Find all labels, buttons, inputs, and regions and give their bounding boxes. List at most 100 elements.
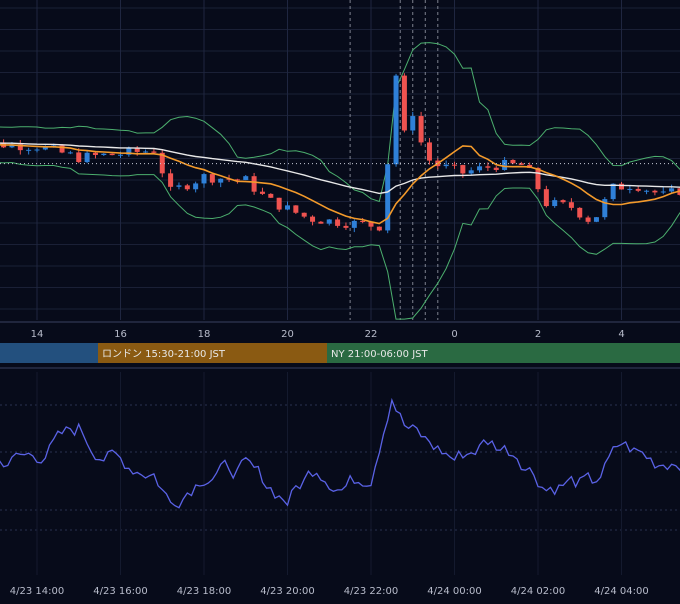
main-x-tick-label: 14 bbox=[31, 329, 44, 340]
main-x-tick-label: 4 bbox=[618, 329, 624, 340]
candle-body bbox=[101, 153, 107, 155]
candle-body bbox=[493, 167, 499, 170]
candle-body bbox=[84, 152, 90, 163]
candle-body bbox=[635, 188, 641, 191]
ma-fast-line bbox=[0, 144, 680, 225]
candle-body bbox=[134, 148, 140, 152]
candle-body bbox=[234, 179, 240, 181]
candle-body bbox=[184, 185, 190, 190]
ma-slow-line bbox=[0, 142, 680, 195]
candle-body bbox=[168, 173, 174, 187]
session-bar: ロンドン 15:30-21:00 JST NY 21:00-06:00 JST bbox=[0, 343, 680, 363]
session-block bbox=[98, 343, 327, 363]
candle-body bbox=[385, 164, 391, 231]
candle-body bbox=[193, 183, 199, 190]
candle-body bbox=[201, 174, 207, 184]
candle-body bbox=[284, 205, 291, 210]
candle-body bbox=[652, 190, 658, 193]
candle-body bbox=[602, 199, 608, 218]
candle-body bbox=[126, 148, 132, 155]
candle-body bbox=[560, 200, 566, 203]
candle-body bbox=[159, 152, 165, 174]
candle-body bbox=[535, 167, 541, 190]
candle-body bbox=[593, 217, 599, 222]
session-block bbox=[0, 343, 98, 363]
main-x-tick-label: 16 bbox=[114, 329, 127, 340]
candle-body bbox=[376, 226, 382, 231]
candle-body bbox=[34, 149, 40, 151]
bollinger-upper bbox=[0, 42, 680, 203]
candle-body bbox=[259, 191, 265, 194]
candle-body bbox=[117, 154, 124, 156]
candle-body bbox=[669, 188, 675, 192]
candle-body bbox=[318, 221, 324, 224]
session-label: NY 21:00-06:00 JST bbox=[331, 349, 428, 360]
candle-body bbox=[276, 197, 282, 210]
candle-body bbox=[268, 193, 274, 198]
candle-body bbox=[510, 159, 516, 164]
candle-body bbox=[518, 163, 524, 165]
main-x-tick-label: 18 bbox=[198, 329, 211, 340]
candle-body bbox=[502, 159, 508, 170]
candle-body bbox=[9, 144, 15, 148]
candle-body bbox=[618, 183, 625, 190]
candle-body bbox=[368, 222, 374, 227]
candle-body bbox=[176, 185, 182, 187]
candle-body bbox=[151, 151, 157, 153]
candle-body bbox=[485, 166, 491, 168]
candle-body bbox=[660, 191, 666, 193]
osc-x-tick-label: 4/23 18:00 bbox=[177, 586, 231, 597]
main-x-tick-label: 2 bbox=[535, 329, 541, 340]
candle-body bbox=[351, 220, 357, 228]
candle-body bbox=[310, 216, 316, 222]
price-panel: 14 16 18 20 22 0 2 4 bbox=[0, 0, 680, 340]
candle-body bbox=[568, 202, 574, 208]
candle-body bbox=[335, 219, 341, 226]
candle-body bbox=[76, 152, 82, 163]
candle-body bbox=[426, 142, 432, 161]
candle-body bbox=[17, 144, 23, 151]
candle-body bbox=[477, 166, 483, 171]
candle-body bbox=[59, 145, 65, 153]
osc-x-tick-label: 4/24 04:00 bbox=[594, 586, 648, 597]
candle-body bbox=[468, 170, 474, 174]
candle-body bbox=[577, 207, 583, 218]
osc-x-tick-label: 4/23 20:00 bbox=[260, 586, 314, 597]
candle-body bbox=[109, 153, 115, 156]
candle-body bbox=[627, 188, 633, 190]
session-block bbox=[327, 343, 680, 363]
candle-body bbox=[443, 164, 449, 167]
bollinger-lower bbox=[0, 161, 680, 320]
candle-body bbox=[343, 225, 349, 228]
candle-body bbox=[42, 146, 48, 150]
oscillator-panel: 4/23 14:00 4/23 16:00 4/23 18:00 4/23 20:00… bbox=[0, 367, 680, 597]
candle-body bbox=[401, 75, 407, 131]
main-x-tick-label: 20 bbox=[281, 329, 294, 340]
candle-body bbox=[243, 176, 249, 180]
candle-body bbox=[410, 116, 416, 131]
candle-body bbox=[326, 219, 332, 224]
osc-x-tick-label: 4/24 00:00 bbox=[427, 586, 481, 597]
candle-body bbox=[251, 176, 257, 192]
candle-body bbox=[585, 217, 591, 222]
candle-body bbox=[143, 151, 149, 153]
candle-body bbox=[301, 212, 307, 217]
candle-body bbox=[209, 174, 215, 183]
candle-body bbox=[92, 152, 98, 155]
osc-x-tick-label: 4/24 02:00 bbox=[511, 586, 565, 597]
candle-body bbox=[393, 75, 399, 165]
main-x-tick-label: 0 bbox=[451, 329, 457, 340]
candle-body bbox=[26, 149, 32, 151]
candle-body bbox=[360, 220, 366, 223]
osc-series-line bbox=[0, 397, 680, 509]
candle-body bbox=[543, 189, 549, 207]
candle-body bbox=[293, 205, 299, 213]
candle-body bbox=[610, 183, 616, 200]
main-x-tick-label: 22 bbox=[365, 329, 378, 340]
candle-body bbox=[644, 190, 650, 192]
osc-x-tick-label: 4/23 22:00 bbox=[344, 586, 398, 597]
osc-x-tick-label: 4/23 16:00 bbox=[93, 586, 147, 597]
candle-body bbox=[418, 116, 424, 143]
